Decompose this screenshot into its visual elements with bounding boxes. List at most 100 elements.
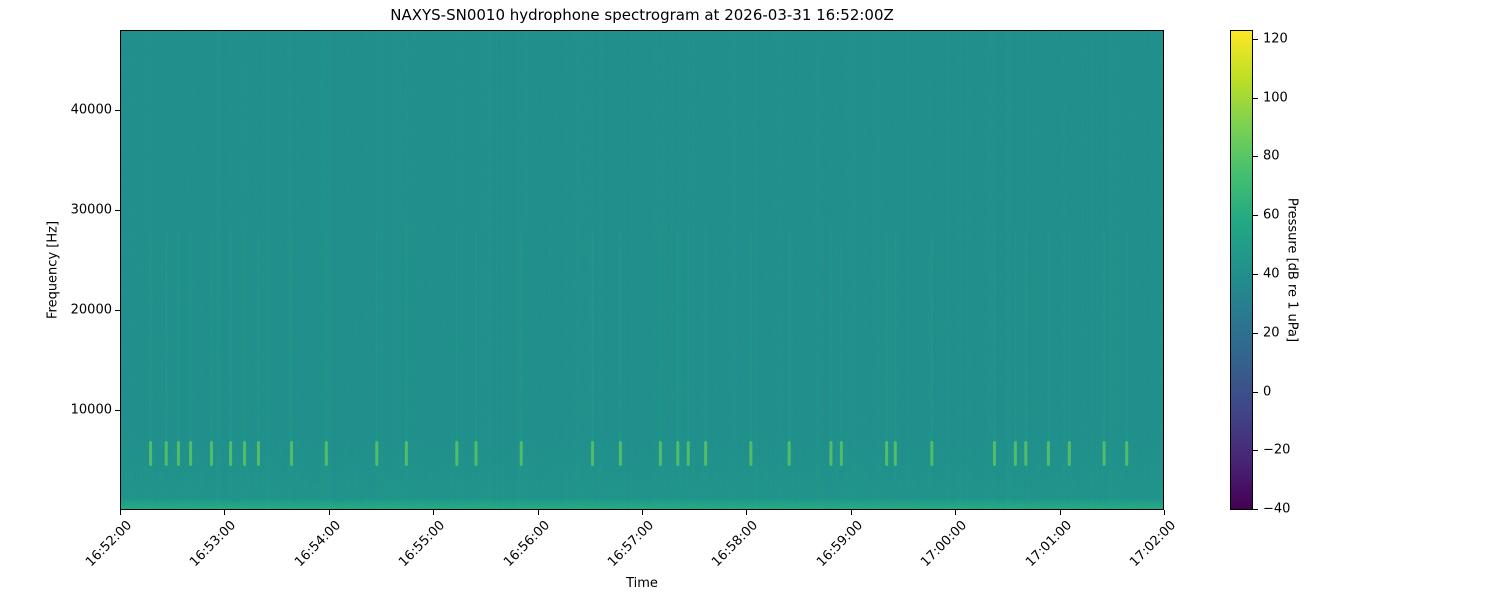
x-tick-mark [1059,510,1061,515]
transient-mark [149,441,153,466]
x-tick-mark [433,510,435,515]
transient-streak [659,231,662,441]
transient-streak [1024,231,1027,441]
transient-streak [885,231,888,441]
y-axis-label: Frequency [Hz] [45,220,61,320]
transient-streak [149,231,152,441]
transient-streak [189,231,192,441]
x-tick-mark [224,510,226,515]
colorbar-tick-label: 60 [1263,207,1280,223]
colorbar-tick-mark [1253,38,1258,40]
transient-mark [1102,441,1106,466]
x-tick-mark [1164,510,1165,515]
x-tick-label: 16:52:00 [83,518,135,570]
colorbar-tick-label: 0 [1263,384,1272,400]
transient-streak [1125,231,1128,441]
y-tick-mark [115,410,120,411]
transient-mark [992,441,996,466]
transient-streak [210,231,213,441]
transient-mark [591,441,595,466]
transient-streak [177,231,180,441]
colorbar-tick-mark [1253,332,1258,334]
transient-mark [1125,441,1129,466]
transient-mark [404,441,408,466]
transient-mark [1046,441,1050,466]
transient-streak [257,231,260,441]
transient-streak [290,231,293,441]
transient-streak [894,231,897,441]
transient-streak [687,231,690,441]
colorbar-tick-label: 40 [1263,266,1280,282]
transient-streak [325,231,328,441]
y-tick-mark [115,310,120,311]
transient-streak [829,231,832,441]
x-tick-mark [537,510,539,515]
transient-streak [1068,231,1071,441]
transient-mark [1013,441,1017,466]
colorbar-tick-label: 120 [1263,31,1288,47]
y-tick-label: 30000 [70,202,112,218]
transient-mark [676,441,680,466]
transient-mark [1067,441,1071,466]
transient-marks [149,231,1129,466]
transient-mark [930,441,934,466]
transient-streak [749,231,752,441]
colorbar-tick-label: −20 [1263,442,1291,458]
transient-streak [520,231,523,441]
x-tick-label: 16:57:00 [605,518,657,570]
transient-mark [686,441,690,466]
x-tick-label: 16:53:00 [187,518,240,570]
x-tick-mark [955,510,957,515]
transient-streak [840,231,843,441]
transient-mark [324,441,328,466]
transient-mark [375,441,379,466]
transient-mark [209,441,213,466]
x-tick-label: 16:59:00 [813,518,866,570]
y-tick-label: 40000 [70,102,112,118]
transient-mark [176,441,180,466]
colorbar-tick-mark [1253,156,1258,158]
x-tick-label: 16:54:00 [291,518,344,570]
transient-streak [1103,231,1106,441]
x-tick-mark [642,510,643,515]
x-tick-label: 16:56:00 [500,518,553,570]
spectrogram-plot-area [120,30,1164,510]
transient-mark [243,441,247,466]
colorbar-tick-mark [1253,97,1258,99]
transient-streak [229,231,232,441]
transient-mark [455,441,459,466]
transient-streak [704,231,707,441]
transient-streak [405,231,408,441]
x-tick-label: 17:00:00 [918,518,971,570]
transient-mark [749,441,753,466]
transient-streak [619,231,622,441]
transient-streak [455,231,458,441]
transient-mark [290,441,294,466]
colorbar [1230,30,1253,510]
colorbar-label: Pressure [dB re 1 uPa] [1284,197,1300,343]
transient-mark [787,441,791,466]
transient-mark [474,441,478,466]
transient-mark [256,441,260,466]
colorbar-tick-mark [1253,450,1258,452]
y-tick-mark [115,210,120,211]
x-tick-label: 17:02:00 [1127,518,1179,570]
x-tick-mark [850,510,852,515]
colorbar-tick-mark [1253,215,1258,217]
transient-mark [893,441,897,466]
transient-mark [829,441,833,466]
spectrogram-heatmap [121,31,1163,509]
transient-streak [591,231,594,441]
transient-streak [1014,231,1017,441]
transient-mark [1024,441,1028,466]
transient-mark [658,441,662,466]
x-axis-label: Time [626,576,658,591]
y-tick-label: 10000 [70,402,112,418]
x-tick-mark [328,510,330,515]
x-tick-mark [120,510,121,515]
transient-streak [993,231,996,441]
x-tick-label: 16:55:00 [396,518,449,570]
transient-streak [930,231,933,441]
transient-streak [676,231,679,441]
